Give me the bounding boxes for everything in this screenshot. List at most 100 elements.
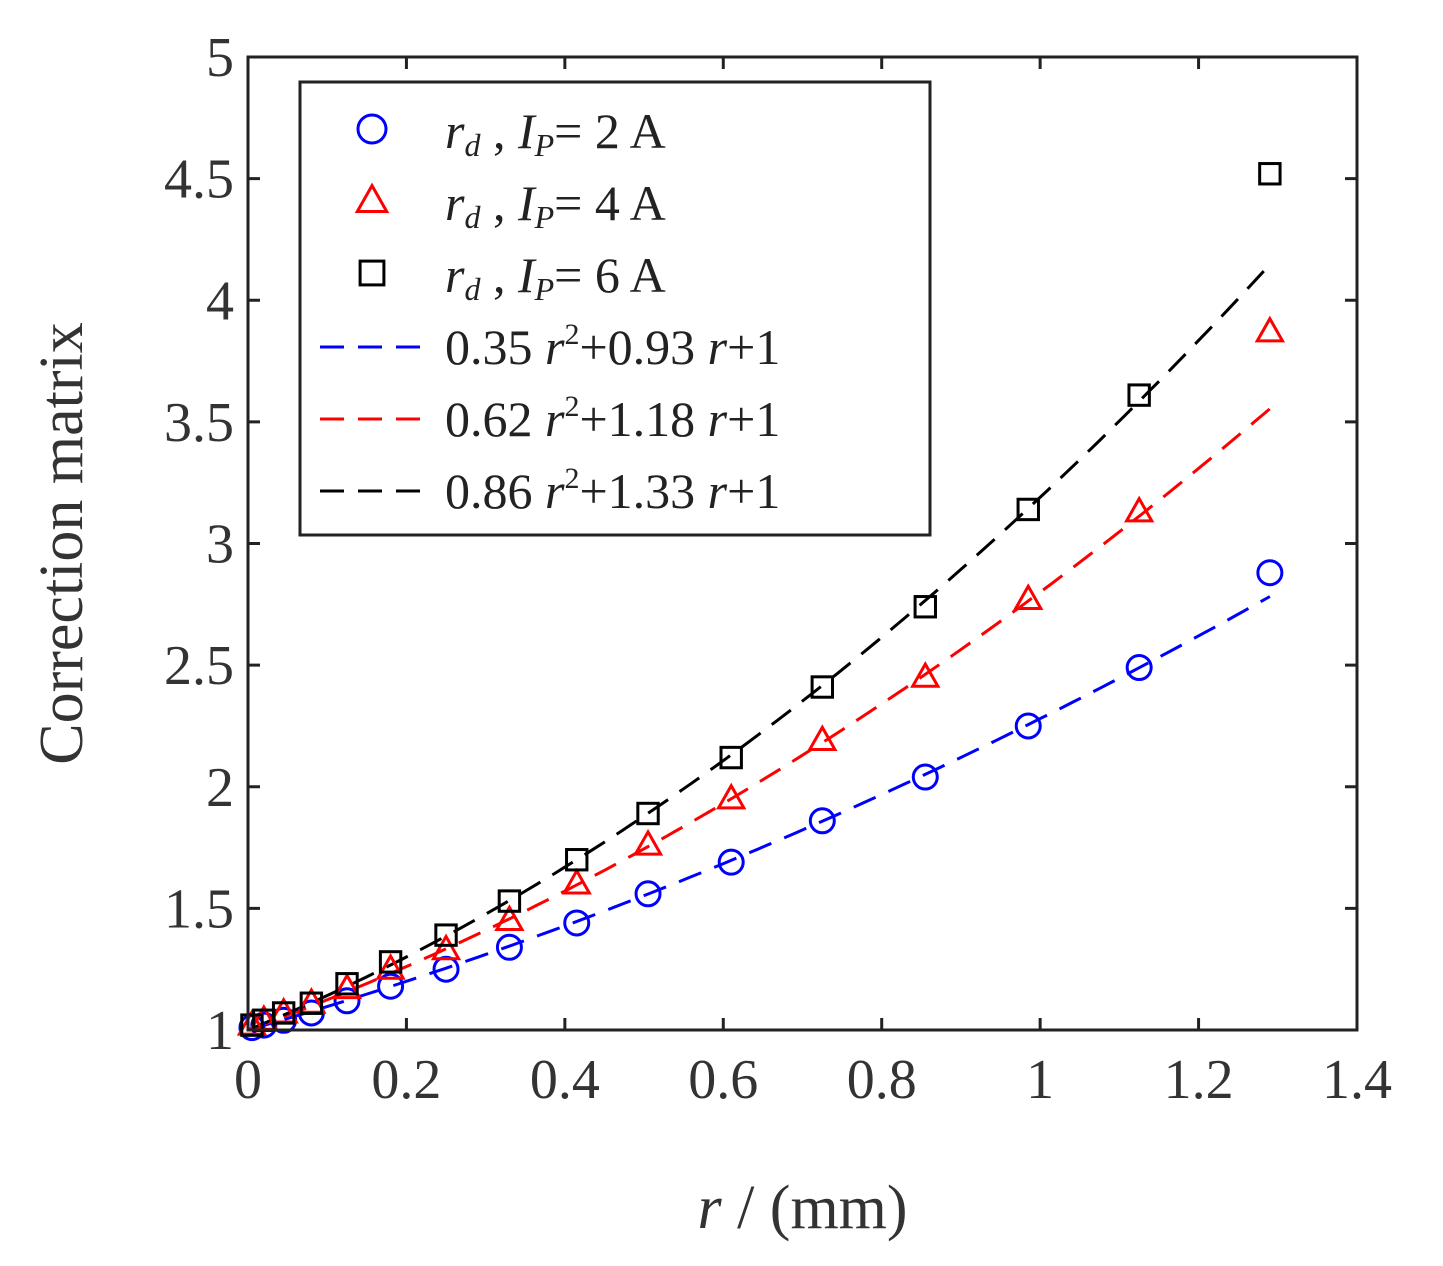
legend-current: I [517, 175, 537, 231]
legend-value: = 6 A [554, 247, 666, 303]
legend-fit-label: 0.35 r2+0.93 r+1 [445, 318, 780, 375]
y-tick-label: 4 [206, 270, 234, 332]
legend-exponent: 2 [564, 318, 579, 351]
legend-fit-label: 0.62 r2+1.18 r+1 [445, 390, 780, 447]
axis-ticks [246, 55, 1359, 1032]
y-tick-label: 2.5 [164, 635, 234, 697]
data-point-circle [1125, 654, 1153, 682]
data-point-triangle [561, 867, 592, 895]
fit-curve [247, 263, 1272, 1032]
data-point-triangle [632, 828, 664, 856]
y-tick-label: 1 [206, 1000, 234, 1062]
data-point-square [565, 848, 589, 872]
legend-coef: +1.33 [579, 463, 707, 519]
legend-current: I [517, 103, 537, 159]
legend-subscript: d [464, 199, 481, 235]
data-point-square [434, 923, 458, 947]
data-point-square [1016, 497, 1040, 522]
x-axis-title: r / (mm) [697, 1174, 907, 1242]
legend-var: r [445, 247, 465, 303]
data-point-square [335, 972, 359, 996]
y-tick-label: 5 [206, 27, 234, 89]
y-tick-label: 3.5 [164, 392, 234, 454]
data-point-square [1258, 162, 1282, 186]
data-point-triangle [1254, 315, 1286, 343]
data-point-circle [563, 909, 591, 937]
tick-labels: 0 0.2 0.4 0.6 0.8 1 1.2 1.4 1 1.5 2 2.5 3 3.5 4 4.5 5 [164, 27, 1392, 1111]
data-point-square [636, 801, 660, 826]
x-tick-label: 0 [234, 1049, 262, 1111]
data-point-triangle [331, 972, 363, 1000]
data-point-triangle [716, 782, 747, 810]
legend-subscript: P [534, 199, 555, 235]
data-point-circle [250, 1011, 278, 1039]
legend-var: r [445, 175, 465, 231]
legend-value: = 4 A [554, 175, 666, 231]
legend-entry-label: rd , IP= 2 A [445, 103, 666, 163]
data-point-triangle [375, 952, 406, 980]
legend-box [298, 80, 932, 537]
legend: rd , IP= 2 Ard , IP= 4 Ard , IP= 6 A0.35… [298, 80, 932, 537]
legend-fit-label: 0.86 r2+1.33 r+1 [445, 462, 780, 519]
data-point-circle [1014, 712, 1042, 740]
legend-subscript: d [464, 271, 481, 307]
y-axis-title: Correction matrix [28, 322, 96, 764]
data-point-triangle [807, 724, 838, 752]
data-markers [236, 162, 1286, 1042]
y-tick-label: 1.5 [164, 878, 234, 940]
data-point-circle [495, 933, 523, 961]
legend-entry-label: rd , IP= 4 A [445, 175, 666, 235]
data-point-triangle [494, 904, 525, 932]
x-tick-label: 1.4 [1322, 1049, 1392, 1111]
legend-coef: 0.86 [445, 463, 545, 519]
data-point-circle [1256, 559, 1284, 587]
legend-subscript: P [534, 127, 555, 163]
legend-current: I [517, 247, 537, 303]
data-point-circle [634, 880, 662, 908]
x-tick-label: 1.2 [1164, 1049, 1234, 1111]
legend-exponent: 2 [564, 390, 579, 423]
legend-var: r [708, 391, 728, 447]
legend-marker-triangle [354, 182, 390, 213]
fit-curves [247, 263, 1272, 1032]
data-point-circle [432, 955, 460, 983]
y-tick-label: 2 [206, 757, 234, 819]
data-point-square [240, 1013, 264, 1037]
legend-var: r [545, 319, 565, 375]
y-tick-label: 3 [206, 514, 234, 576]
x-tick-label: 0.8 [847, 1049, 917, 1111]
legend-subscript: P [534, 271, 555, 307]
legend-var: r [708, 319, 728, 375]
legend-separator: , [480, 175, 518, 231]
legend-exponent: 2 [564, 462, 579, 495]
data-point-triangle [430, 933, 462, 961]
data-point-triangle [910, 661, 941, 688]
legend-coef: 0.62 [445, 391, 545, 447]
legend-marker-circle [356, 113, 388, 145]
x-axis-unit: / (mm) [722, 1174, 908, 1242]
legend-marker-square [358, 259, 386, 287]
legend-separator: , [480, 247, 518, 303]
data-point-circle [377, 972, 405, 1000]
legend-var: r [708, 463, 728, 519]
legend-value: = 2 A [554, 103, 666, 159]
data-point-square [1127, 383, 1151, 407]
data-point-square [497, 889, 522, 913]
legend-coef: +0.93 [579, 319, 707, 375]
data-point-circle [911, 763, 939, 791]
x-tick-label: 1 [1026, 1049, 1054, 1111]
legend-var: r [445, 103, 465, 159]
x-axis-variable: r [697, 1174, 722, 1242]
data-point-square [913, 595, 937, 619]
data-point-circle [333, 987, 361, 1015]
data-point-square [719, 745, 743, 770]
legend-const: +1 [727, 463, 780, 519]
data-point-circle [717, 848, 745, 876]
legend-const: +1 [727, 391, 780, 447]
data-point-square [271, 1001, 296, 1025]
legend-var: r [545, 391, 565, 447]
data-point-square [299, 991, 324, 1015]
x-tick-label: 0.6 [688, 1049, 758, 1111]
legend-const: +1 [727, 319, 780, 375]
